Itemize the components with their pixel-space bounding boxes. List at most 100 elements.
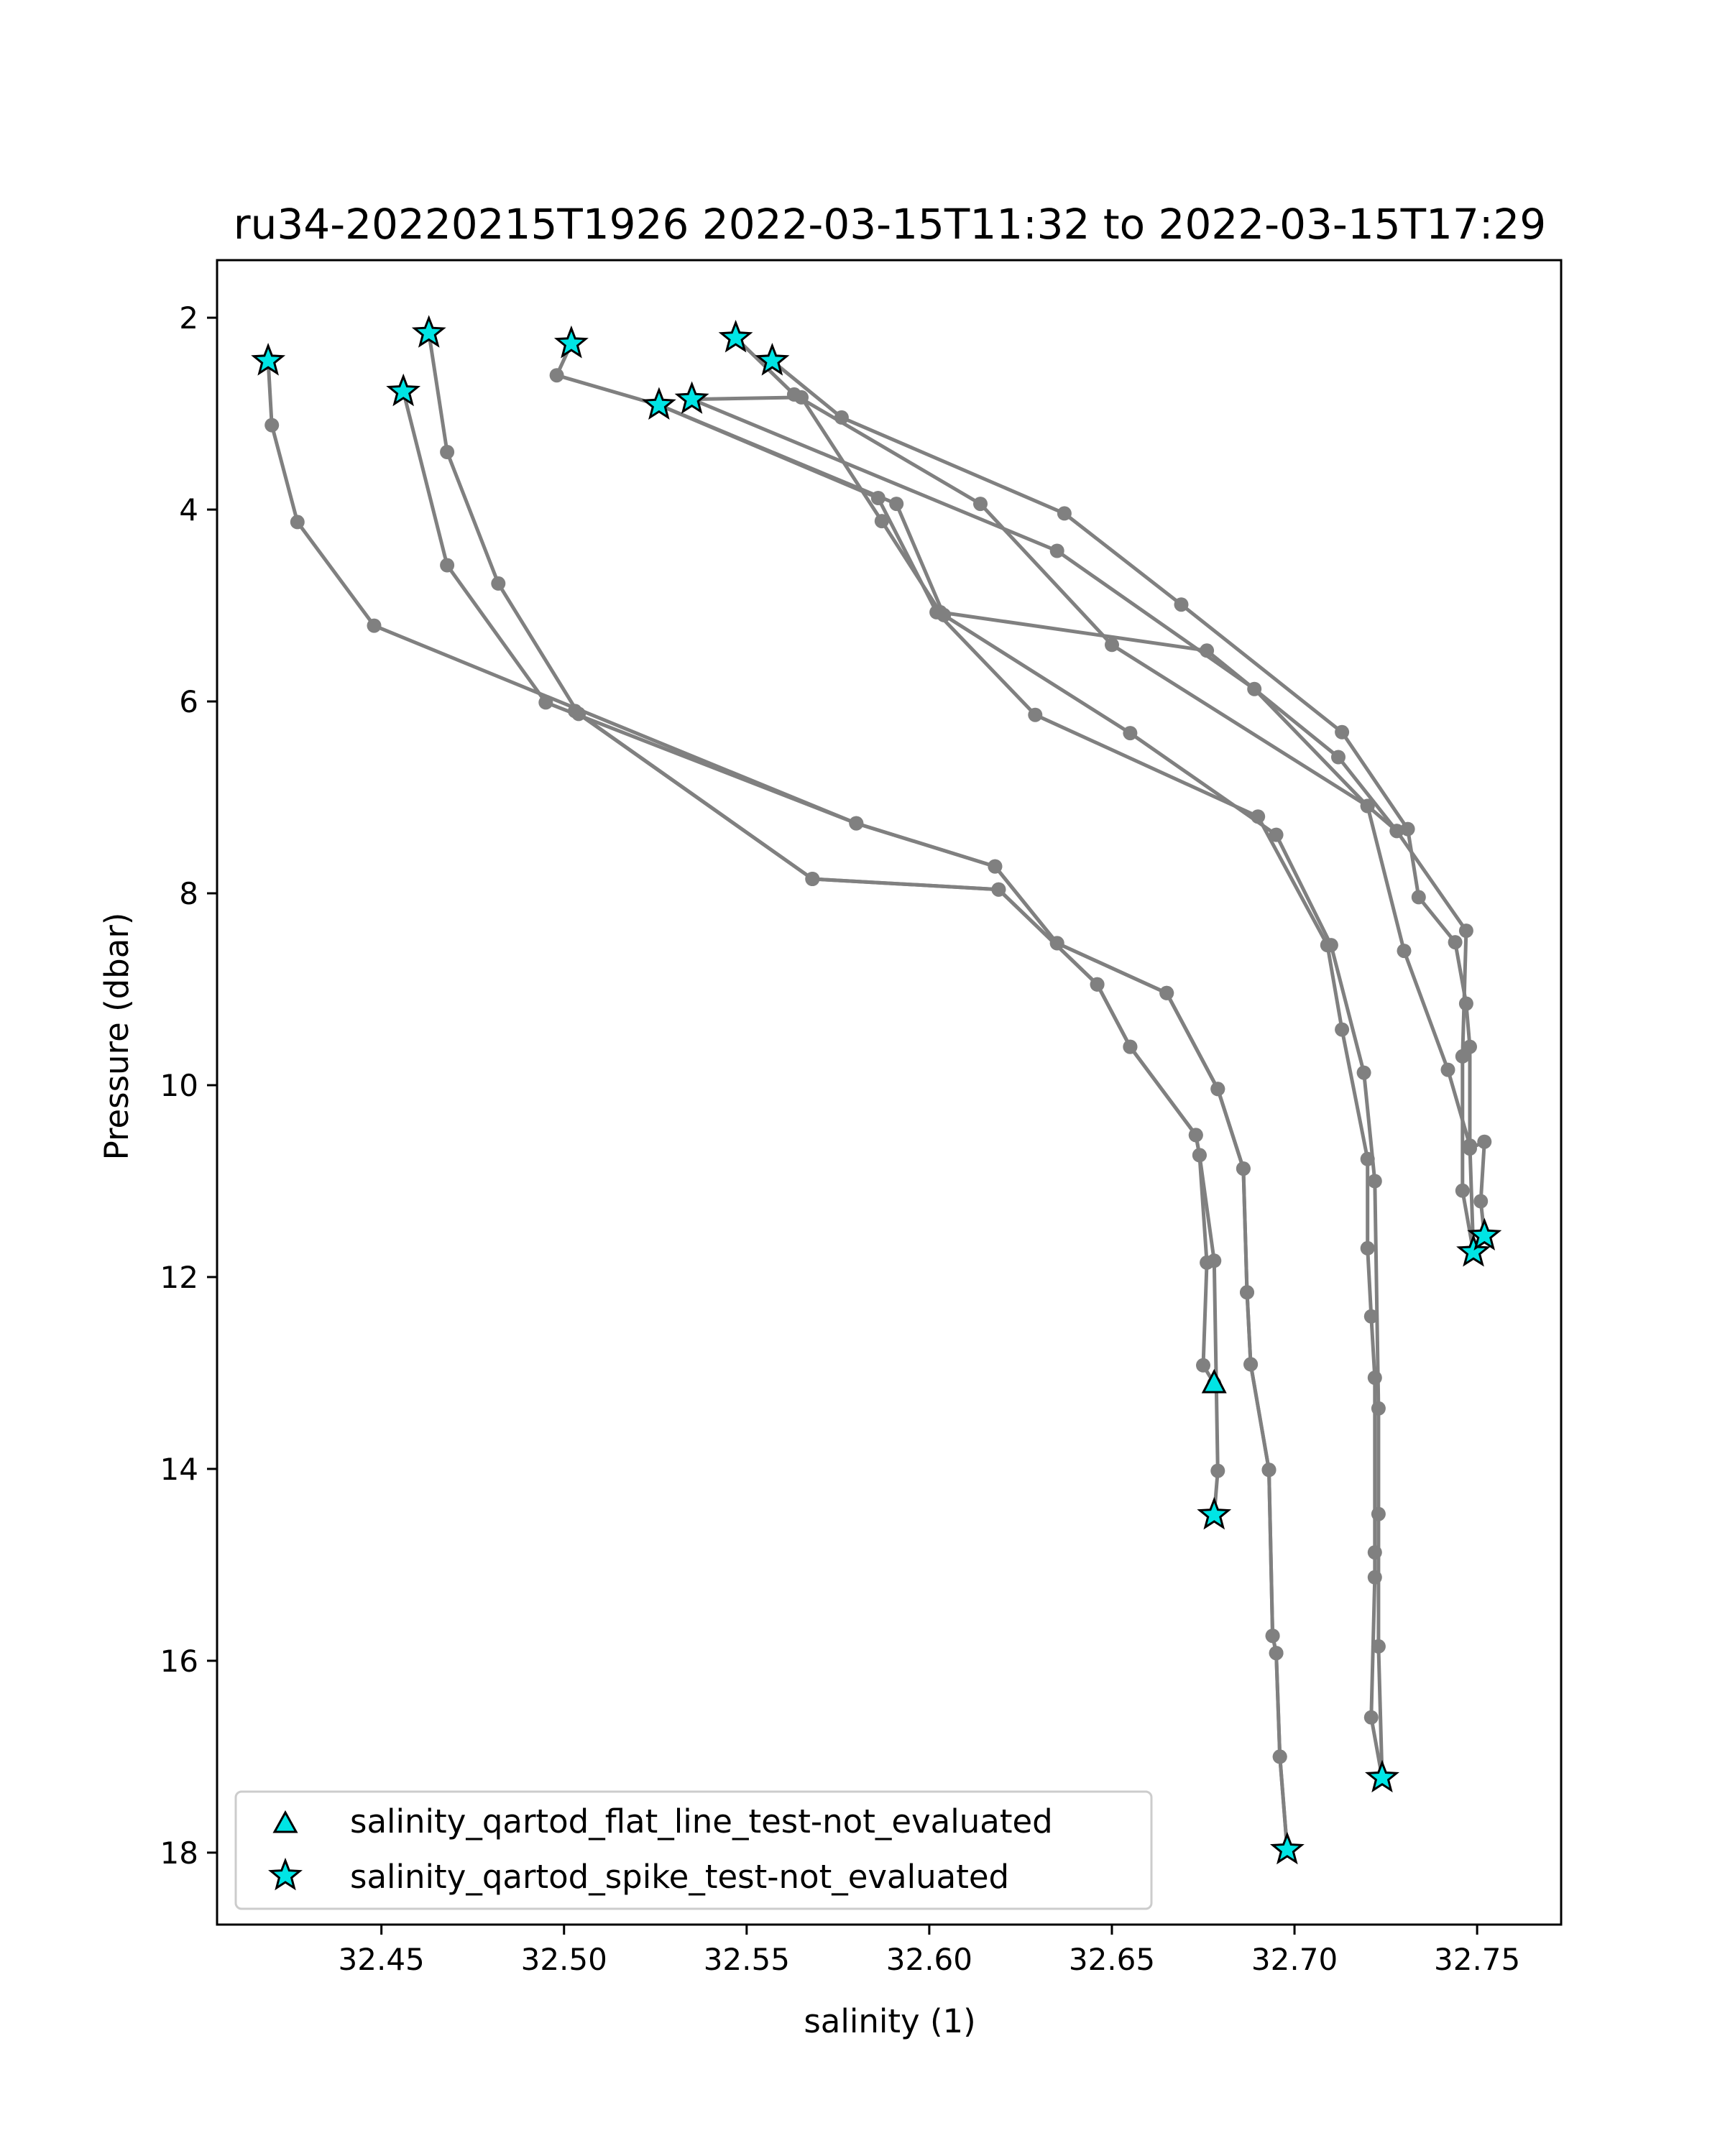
- data-point: [1356, 1065, 1371, 1080]
- profile-series-4: [549, 336, 1389, 1785]
- spike-flag-marker: [674, 381, 709, 414]
- profile-series-5: [651, 397, 1389, 1785]
- data-point: [1360, 1240, 1375, 1256]
- profile-line: [401, 391, 1289, 1851]
- y-tick-label: 14: [160, 1452, 198, 1487]
- legend-item-spike: salinity_qartod_spike_test-not_evaluated: [268, 1857, 1009, 1896]
- profile-series-2: [421, 326, 1222, 1391]
- data-point: [1463, 1141, 1477, 1156]
- spike-flag-marker: [718, 319, 753, 353]
- legend-label-flat-line: salinity_qartod_flat_line_test-not_evalu…: [350, 1802, 1053, 1841]
- x-tick-label: 32.60: [886, 1942, 972, 1977]
- y-tick-label: 4: [179, 492, 198, 528]
- y-tick-label: 2: [179, 300, 198, 336]
- axes-frame: [216, 259, 1563, 1926]
- chart-title: ru34-20220215T1926 2022-03-15T11:32 to 2…: [234, 200, 1546, 249]
- x-tick-label: 32.65: [1069, 1942, 1155, 1977]
- data-point: [1458, 996, 1473, 1011]
- data-point: [1243, 1357, 1259, 1372]
- y-axis-label: Pressure (dbar): [98, 913, 136, 1161]
- data-point: [1159, 985, 1174, 1000]
- data-point: [1265, 1628, 1280, 1644]
- data-point: [1389, 824, 1404, 839]
- data-point: [849, 816, 864, 831]
- data-point: [874, 514, 889, 529]
- data-point: [1192, 1148, 1207, 1163]
- data-point: [1363, 1309, 1379, 1324]
- spike-flag-marker: [1197, 1496, 1232, 1530]
- data-point: [1323, 938, 1338, 953]
- data-point: [988, 859, 1003, 874]
- data-point: [1411, 890, 1426, 905]
- profile-line: [427, 333, 1216, 1385]
- legend-box: [234, 1790, 1153, 1910]
- data-point: [1240, 1285, 1254, 1300]
- data-point: [1477, 1134, 1492, 1149]
- spike-flag-marker: [553, 325, 589, 359]
- data-point: [1236, 1161, 1251, 1176]
- data-point: [440, 558, 455, 573]
- data-point: [1331, 750, 1346, 765]
- data-point: [1455, 1183, 1470, 1198]
- y-tick-label: 12: [160, 1260, 198, 1295]
- profile-series-1: [396, 384, 1294, 1857]
- data-point: [491, 576, 506, 591]
- profile-line: [658, 403, 1384, 1778]
- spike-flag-marker: [1365, 1759, 1399, 1793]
- legend-item-flat-line: salinity_qartod_flat_line_test-not_evalu…: [272, 1802, 1053, 1841]
- spike-flag-marker: [251, 343, 286, 376]
- data-point: [1174, 597, 1189, 612]
- data-point: [1028, 707, 1043, 722]
- profile-series-3: [568, 704, 1225, 1522]
- data-point: [834, 410, 849, 425]
- data-point: [538, 695, 553, 710]
- data-point: [1196, 1358, 1210, 1373]
- profile-series-7: [765, 354, 1492, 1243]
- data-point: [1057, 506, 1072, 521]
- profile-series-0: [261, 354, 1294, 1857]
- data-point: [1400, 821, 1415, 837]
- profile-line: [555, 343, 1384, 1779]
- data-point: [1448, 935, 1463, 950]
- data-point: [1105, 637, 1119, 653]
- data-point: [1272, 1749, 1287, 1764]
- data-point: [1371, 1506, 1386, 1521]
- profile-line: [574, 709, 1220, 1516]
- y-tick-label: 8: [179, 876, 198, 911]
- data-point: [933, 604, 948, 619]
- data-point: [794, 390, 809, 405]
- data-point: [1397, 944, 1412, 959]
- data-point: [1261, 1462, 1276, 1478]
- data-point: [1363, 1710, 1379, 1725]
- data-point: [1440, 1062, 1455, 1077]
- plot-area: [251, 315, 1502, 1865]
- data-point: [1371, 1401, 1386, 1416]
- data-point: [991, 882, 1006, 897]
- data-point: [973, 497, 988, 512]
- x-tick-label: 32.55: [704, 1942, 790, 1977]
- data-point: [290, 515, 305, 530]
- y-tick-label: 16: [160, 1644, 198, 1679]
- data-point: [568, 704, 582, 719]
- qc-flags: [251, 315, 1502, 1865]
- data-point: [1207, 1253, 1222, 1268]
- data-point: [1269, 827, 1284, 842]
- data-point: [367, 618, 382, 633]
- spike-flag-marker: [386, 373, 421, 407]
- legend: salinity_qartod_flat_line_test-not_evalu…: [234, 1790, 1153, 1910]
- legend-triangle-icon: [272, 1810, 298, 1833]
- data-point: [1210, 1082, 1225, 1097]
- data-point: [1335, 1022, 1350, 1037]
- data-point: [1090, 977, 1105, 992]
- data-point: [1200, 643, 1215, 658]
- legend-label-spike: salinity_qartod_spike_test-not_evaluated: [350, 1858, 1009, 1896]
- data-point: [1473, 1194, 1489, 1209]
- data-point: [1123, 726, 1138, 741]
- data-point: [440, 445, 455, 459]
- spike-flag-marker: [1467, 1217, 1502, 1250]
- data-point: [549, 368, 564, 383]
- data-point: [1123, 1039, 1138, 1054]
- data-point: [1269, 1646, 1284, 1661]
- spike-flag-marker: [1269, 1831, 1305, 1865]
